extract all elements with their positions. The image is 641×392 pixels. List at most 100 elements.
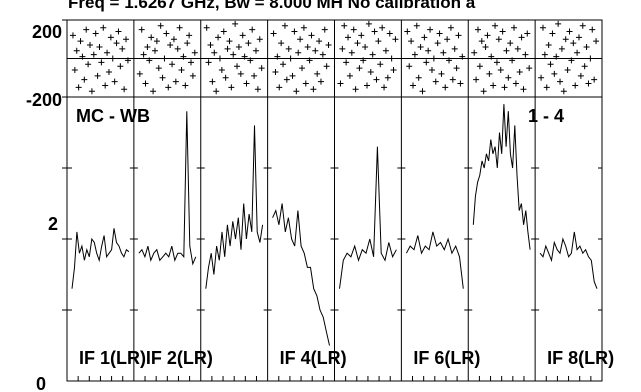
amplitude-line-3 bbox=[205, 125, 264, 289]
phase-point bbox=[247, 57, 254, 64]
phase-point bbox=[495, 36, 502, 43]
phase-point bbox=[591, 76, 598, 83]
phase-point bbox=[356, 65, 363, 72]
phase-point bbox=[547, 61, 554, 68]
phase-point bbox=[148, 34, 155, 41]
phase-point bbox=[222, 74, 229, 81]
phase-point bbox=[581, 63, 588, 70]
phase-point bbox=[254, 86, 261, 93]
phase-point bbox=[478, 38, 485, 45]
phase-point bbox=[144, 43, 151, 50]
phase-point bbox=[388, 55, 395, 62]
phase-point bbox=[350, 26, 357, 33]
phase-point bbox=[191, 49, 198, 56]
phase-point bbox=[337, 80, 344, 87]
phase-point bbox=[287, 55, 294, 62]
phase-point bbox=[157, 22, 164, 29]
phase-point bbox=[92, 30, 99, 37]
phase-point bbox=[317, 78, 324, 85]
phase-point bbox=[346, 72, 353, 79]
phase-point bbox=[415, 74, 422, 81]
phase-point bbox=[272, 68, 279, 75]
phase-point bbox=[568, 57, 575, 64]
phase-point bbox=[306, 57, 313, 64]
phase-point bbox=[239, 32, 246, 39]
phase-point bbox=[105, 68, 112, 75]
phase-point bbox=[136, 70, 143, 77]
phase-point bbox=[518, 34, 525, 41]
phase-point bbox=[455, 32, 462, 39]
phase-point bbox=[583, 43, 590, 50]
phase-point bbox=[319, 51, 326, 58]
phase-point bbox=[230, 51, 237, 58]
phase-point bbox=[241, 53, 248, 60]
phase-point bbox=[98, 59, 105, 66]
phase-point bbox=[176, 24, 183, 31]
phase-point bbox=[367, 68, 374, 75]
phase-point bbox=[501, 84, 508, 91]
phase-point bbox=[280, 61, 287, 68]
phase-point bbox=[526, 65, 533, 72]
phase-point bbox=[75, 84, 82, 91]
phase-point bbox=[492, 22, 499, 29]
amplitude-line-6 bbox=[405, 231, 464, 289]
phase-point bbox=[316, 38, 323, 45]
amplitude-line-4 bbox=[272, 203, 330, 346]
phase-point bbox=[514, 45, 521, 52]
phase-point bbox=[509, 57, 516, 64]
phase-point bbox=[308, 32, 315, 39]
phase-point bbox=[343, 59, 350, 66]
panel-labels: IF 1(LR) IF 2(LR) IF 4(LR) IF 6(LR) IF 8(LR) bbox=[79, 348, 614, 368]
phase-point bbox=[549, 30, 556, 37]
phase-point bbox=[419, 88, 426, 95]
phase-point bbox=[406, 63, 413, 70]
phase-point bbox=[449, 76, 456, 83]
phase-point bbox=[425, 47, 432, 54]
phase-point bbox=[538, 74, 545, 81]
phase-point bbox=[339, 45, 346, 52]
panel-label-6: IF 6(LR) bbox=[413, 348, 480, 368]
phase-point bbox=[276, 84, 283, 91]
phase-point bbox=[384, 74, 391, 81]
phase-point bbox=[167, 42, 174, 49]
phase-point bbox=[488, 53, 495, 60]
phase-point bbox=[243, 80, 250, 87]
phase-point bbox=[207, 42, 214, 49]
phase-point bbox=[234, 63, 241, 70]
phase-point bbox=[172, 78, 179, 85]
phase-point bbox=[123, 36, 130, 43]
phase-point bbox=[566, 28, 573, 35]
phase-point bbox=[585, 80, 592, 87]
phase-point bbox=[85, 61, 92, 68]
phase-point bbox=[408, 38, 415, 45]
phase-point bbox=[245, 40, 252, 47]
phase-point bbox=[499, 28, 506, 35]
phase-point bbox=[140, 51, 147, 58]
phase-point bbox=[411, 51, 418, 58]
phase-point bbox=[107, 34, 114, 41]
phase-point bbox=[564, 67, 571, 74]
phase-point bbox=[213, 88, 220, 95]
phase-point bbox=[100, 24, 107, 31]
chart-title: Freq = 1.6267 GHz, Bw = 8.000 MH No cali… bbox=[68, 0, 476, 12]
phase-point bbox=[360, 57, 367, 64]
phase-point bbox=[438, 70, 445, 77]
phase-point bbox=[484, 32, 491, 39]
phase-point bbox=[220, 28, 227, 35]
phase-point bbox=[512, 80, 519, 87]
phase-point bbox=[497, 67, 504, 74]
phase-point bbox=[434, 40, 441, 47]
phase-point bbox=[553, 53, 560, 60]
phase-point bbox=[232, 20, 239, 27]
amplitude-line-5 bbox=[339, 146, 397, 289]
phase-point bbox=[373, 76, 380, 83]
phase-point bbox=[323, 63, 330, 70]
phase-point bbox=[278, 40, 285, 47]
baseline-label: MC - WB bbox=[76, 106, 150, 126]
phase-point bbox=[302, 80, 309, 87]
phase-point bbox=[410, 82, 417, 89]
phase-point bbox=[476, 63, 483, 70]
phase-point bbox=[228, 84, 235, 91]
phase-point bbox=[216, 55, 223, 62]
